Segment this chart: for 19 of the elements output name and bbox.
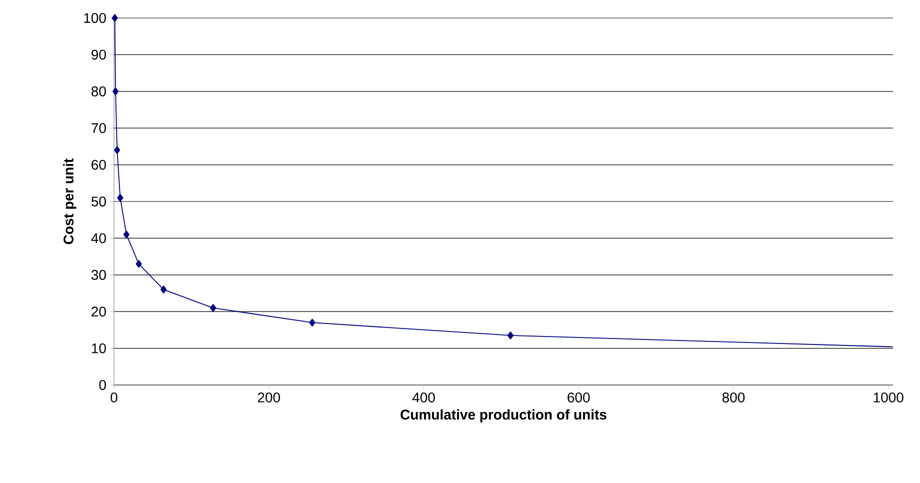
y-tick-label: 70 <box>92 123 106 134</box>
x-tick-label: 200 <box>258 392 280 402</box>
y-tick-label: 50 <box>91 196 106 206</box>
x-tick-label: 0 <box>110 392 118 402</box>
y-tick-label: 10 <box>92 343 106 354</box>
y-tick-label: 0 <box>99 380 106 390</box>
y-tick-label: 60 <box>92 160 106 170</box>
x-axis-title: Cumulative production of units <box>400 409 606 422</box>
y-axis-title: Cost per unit <box>63 158 76 244</box>
x-tick-label: 1000 <box>874 392 904 402</box>
y-tick-label: 90 <box>92 50 106 60</box>
y-tick-label: 20 <box>92 306 106 317</box>
x-tick-label: 800 <box>722 392 745 402</box>
y-tick-label: 100 <box>84 13 106 23</box>
x-tick-label: 400 <box>412 392 435 402</box>
y-tick-label: 30 <box>91 270 106 280</box>
x-tick-label: 600 <box>568 392 590 402</box>
y-tick-label: 80 <box>92 86 106 96</box>
y-tick-label: 40 <box>91 233 106 244</box>
